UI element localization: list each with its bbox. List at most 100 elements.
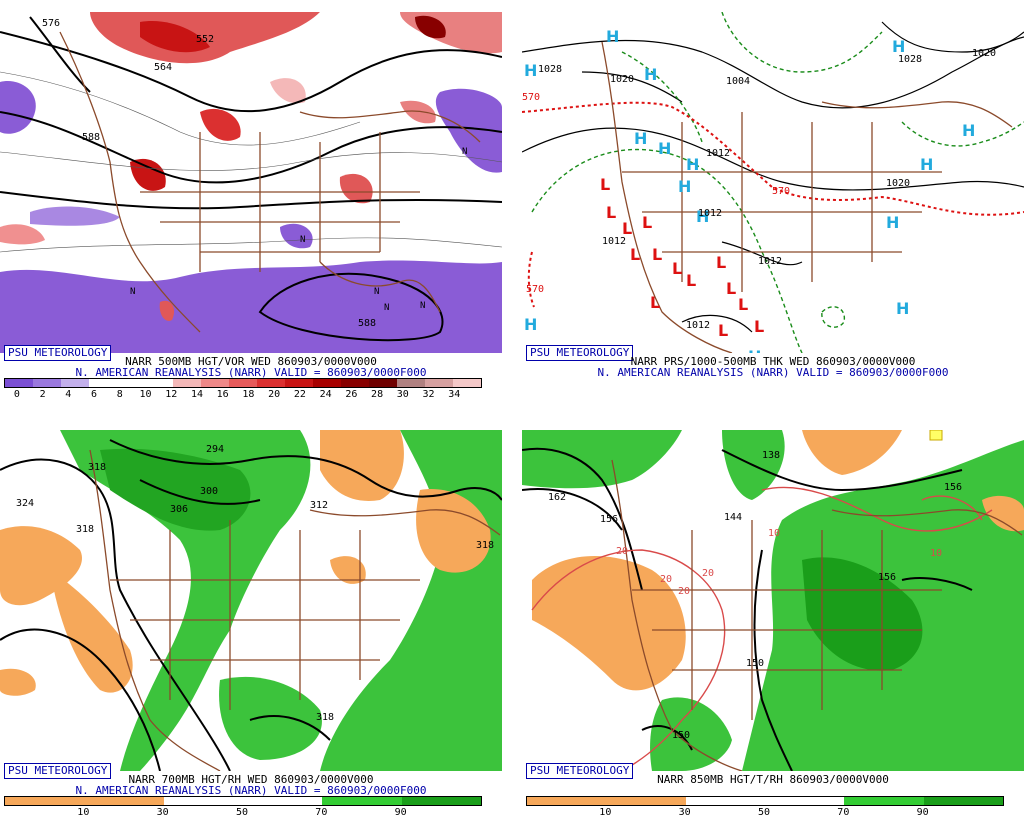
contour-label: 1020: [886, 178, 910, 189]
contour-label: 156: [600, 514, 618, 525]
colorbar-swatch: [844, 797, 924, 805]
contour-label: 588: [82, 132, 100, 143]
colorbar-tick-label: 70: [315, 807, 328, 818]
colorbar-tick-label: 12: [165, 389, 178, 400]
colorbar-rh: [4, 796, 482, 806]
panel-subtitle: N. AMERICAN REANALYSIS (NARR) VALID = 86…: [75, 784, 427, 797]
colorbar-swatch: [117, 379, 145, 387]
svg-text:H: H: [634, 129, 647, 148]
svg-text:N: N: [384, 303, 389, 313]
contour-label: 318: [76, 524, 94, 535]
colorbar-tick-label: 34: [448, 389, 461, 400]
contour-label: 150: [746, 658, 764, 669]
contour-label: 1012: [698, 208, 722, 219]
colorbar-ticks: 10 30 50 70 90: [526, 807, 1002, 819]
colorbar-swatch: [397, 379, 425, 387]
colorbar-tick-label: 30: [678, 807, 691, 818]
svg-text:L: L: [630, 245, 640, 264]
colorbar-tick-label: 14: [190, 389, 203, 400]
contour-label: 10: [930, 548, 942, 559]
svg-text:L: L: [716, 253, 726, 272]
map-700mb: 324 318 318 300 306 294 312 318 318: [0, 430, 502, 771]
svg-text:N: N: [420, 301, 425, 311]
colorbar-tick-label: 26: [345, 389, 358, 400]
colorbar-swatch: [313, 379, 341, 387]
contour-label: 1012: [686, 320, 710, 331]
contour-labels: 324 318 318 300 306 294 312 318 318: [16, 444, 494, 723]
contour-label: 588: [358, 318, 376, 329]
panel-700mb-rh: 324 318 318 300 306 294 312 318 318 PSU …: [0, 418, 502, 823]
contour-label: 570: [772, 186, 790, 197]
colorbar-ticks: 0 2 4 6 8 10 12 14 16 18 20 22 24 26 28 30 32 34: [4, 389, 480, 401]
contour-label: 324: [16, 498, 34, 509]
contour-label: 1004: [726, 76, 750, 87]
contour-label: 156: [878, 572, 896, 583]
svg-text:L: L: [652, 245, 662, 264]
contour-label: 312: [310, 500, 328, 511]
svg-text:H: H: [524, 61, 537, 80]
contour-labels: 1028 1020 1004 1012 1012 1012 1012 1020 …: [522, 48, 996, 331]
contour-label: 300: [200, 486, 218, 497]
panel-title: NARR 500MB HGT/VOR WED 860903/0000V000: [125, 355, 377, 368]
colorbar-swatch: [285, 379, 313, 387]
colorbar-swatch: [685, 797, 765, 805]
colorbar-tick-label: 70: [837, 807, 850, 818]
colorbar-swatch: [923, 797, 1003, 805]
colorbar-swatch: [425, 379, 453, 387]
svg-text:H: H: [696, 207, 709, 226]
colorbar-swatch: [89, 379, 117, 387]
colorbar-swatch: [201, 379, 229, 387]
colorbar-swatch: [229, 379, 257, 387]
colorbar-tick-label: 28: [371, 389, 384, 400]
contour-label: 1012: [758, 256, 782, 267]
colorbar-swatch: [606, 797, 686, 805]
contour-label: 570: [526, 284, 544, 295]
colorbar-swatch: [163, 797, 243, 805]
contour-label: 20: [702, 568, 714, 579]
colorbar-swatch: [401, 797, 481, 805]
svg-text:N: N: [300, 235, 305, 245]
colorbar-swatch: [322, 797, 402, 805]
contour-label: 162: [548, 492, 566, 503]
svg-text:L: L: [622, 219, 632, 238]
contour-label: 318: [88, 462, 106, 473]
svg-text:L: L: [672, 259, 682, 278]
colorbar-tick-label: 90: [394, 807, 407, 818]
svg-text:L: L: [642, 213, 652, 232]
svg-text:L: L: [650, 293, 660, 312]
panel-title: NARR 700MB HGT/RH WED 860903/0000V000: [128, 773, 374, 786]
colorbar-vorticity: [4, 378, 482, 388]
colorbar-swatch: [145, 379, 173, 387]
psu-meteorology-label: PSU METEOROLOGY: [526, 345, 634, 361]
colorbar-tick-label: 90: [916, 807, 929, 818]
panel-title: NARR PRS/1000-500MB THK WED 860903/0000V…: [630, 355, 916, 368]
colorbar-tick-label: 10: [77, 807, 90, 818]
colorbar-swatch: [527, 797, 607, 805]
colorbar-tick-label: 8: [116, 389, 123, 400]
svg-text:L: L: [686, 271, 696, 290]
colorbar-tick-label: 50: [235, 807, 249, 818]
svg-text:H: H: [748, 347, 761, 353]
colorbar-swatch: [61, 379, 89, 387]
contour-label: 20: [678, 586, 690, 597]
contour-label: 20: [616, 546, 628, 557]
colorbar-tick-label: 22: [293, 389, 306, 400]
colorbar-tick-label: 2: [39, 389, 46, 400]
contour-label: 144: [724, 512, 742, 523]
svg-text:L: L: [726, 279, 736, 298]
psu-meteorology-label: PSU METEOROLOGY: [4, 763, 112, 779]
colorbar-swatch: [369, 379, 397, 387]
svg-text:L: L: [754, 317, 764, 336]
svg-text:N: N: [462, 147, 467, 157]
colorbar-ticks: 10 30 50 70 90: [4, 807, 480, 819]
contour-label: 1012: [706, 148, 730, 159]
colorbar-swatch: [173, 379, 201, 387]
colorbar-tick-label: 30: [156, 807, 169, 818]
colorbar-tick-label: 20: [268, 389, 281, 400]
contour-label: 318: [316, 712, 334, 723]
contour-label: 20: [660, 574, 672, 585]
svg-text:H: H: [892, 37, 905, 56]
colorbar-swatch: [84, 797, 164, 805]
colorbar-tick-label: 10: [139, 389, 152, 400]
contour-label: 318: [476, 540, 494, 551]
